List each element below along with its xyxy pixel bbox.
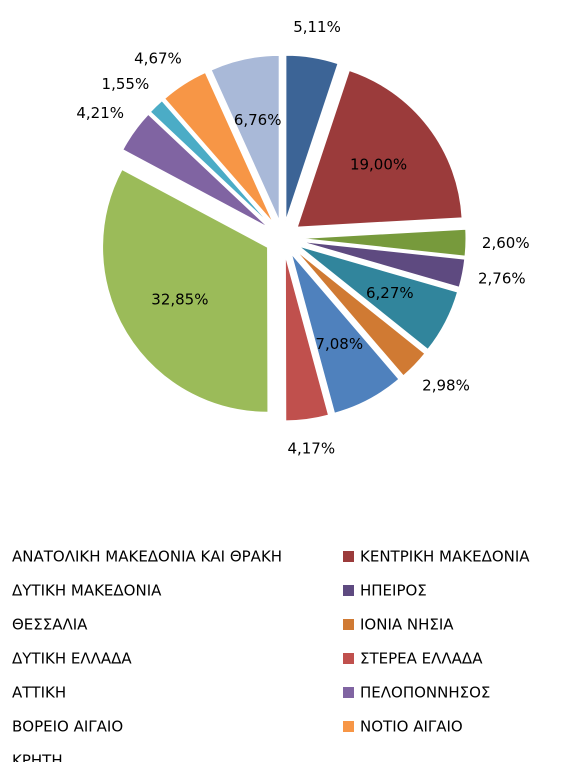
- legend-label: ΑΝΑΤΟΛΙΚΗ ΜΑΚΕΔΟΝΙΑ ΚΑΙ ΘΡΑΚΗ: [12, 548, 282, 566]
- legend-label: ΝΟΤΙΟ ΑΙΓΑΙΟ: [360, 718, 463, 736]
- data-label: 4,67%: [134, 49, 182, 67]
- legend-label: ΚΕΝΤΡΙΚΗ ΜΑΚΕΔΟΝΙΑ: [360, 548, 530, 566]
- legend-label: ΙΟΝΙΑ ΝΗΣΙΑ: [360, 616, 454, 634]
- legend-label: ΔΥΤΙΚΗ ΕΛΛΑΔΑ: [12, 650, 132, 668]
- legend-label: ΚΡΗΤΗ: [12, 752, 63, 762]
- pie-slice: [285, 54, 339, 221]
- pie-slice: [163, 71, 274, 224]
- legend-label: ΣΤΕΡΕΑ ΕΛΛΑΔΑ: [360, 650, 483, 668]
- data-label: 2,76%: [478, 270, 526, 288]
- legend-label: ΠΕΛΟΠΟΝΝΗΣΟΣ: [360, 684, 490, 702]
- data-label: 7,08%: [315, 335, 363, 353]
- pie-slice: [300, 240, 466, 288]
- data-label: 19,00%: [350, 155, 407, 173]
- data-label: 4,17%: [287, 440, 335, 458]
- data-label: 2,98%: [422, 377, 470, 395]
- pie-slice: [300, 228, 467, 257]
- data-label: 2,60%: [482, 234, 530, 252]
- pie-slice: [149, 100, 271, 226]
- pie-slice: [296, 69, 463, 228]
- legend-label: ΗΠΕΙΡΟΣ: [360, 582, 427, 600]
- legend-swatch: [343, 687, 354, 698]
- pie-slice: [290, 253, 400, 414]
- pie-slice: [210, 54, 280, 221]
- data-label: 32,85%: [151, 290, 208, 308]
- legend-swatch: [343, 551, 354, 562]
- legend-label: ΔΥΤΙΚΗ ΜΑΚΕΔΟΝΙΑ: [12, 582, 162, 600]
- pie-slice: [295, 250, 426, 377]
- legend-label: ΑΤΤΙΚΗ: [12, 684, 66, 702]
- pie-slice: [102, 168, 269, 413]
- data-label: 6,27%: [366, 284, 414, 302]
- pie-slice: [122, 113, 269, 228]
- legend-swatch: [343, 619, 354, 630]
- legend-label: ΘΕΣΣΑΛΙΑ: [12, 616, 88, 634]
- data-label: 1,55%: [102, 75, 150, 93]
- legend-swatch: [343, 721, 354, 732]
- data-label: 6,76%: [234, 111, 282, 129]
- pie-slice: [298, 245, 459, 351]
- legend-swatch: [343, 585, 354, 596]
- legend-swatch: [343, 653, 354, 664]
- data-label: 4,21%: [76, 104, 124, 122]
- data-label: 5,11%: [293, 18, 341, 36]
- pie-slice: [284, 255, 330, 422]
- legend-label: ΒΟΡΕΙΟ ΑΙΓΑΙΟ: [12, 718, 123, 736]
